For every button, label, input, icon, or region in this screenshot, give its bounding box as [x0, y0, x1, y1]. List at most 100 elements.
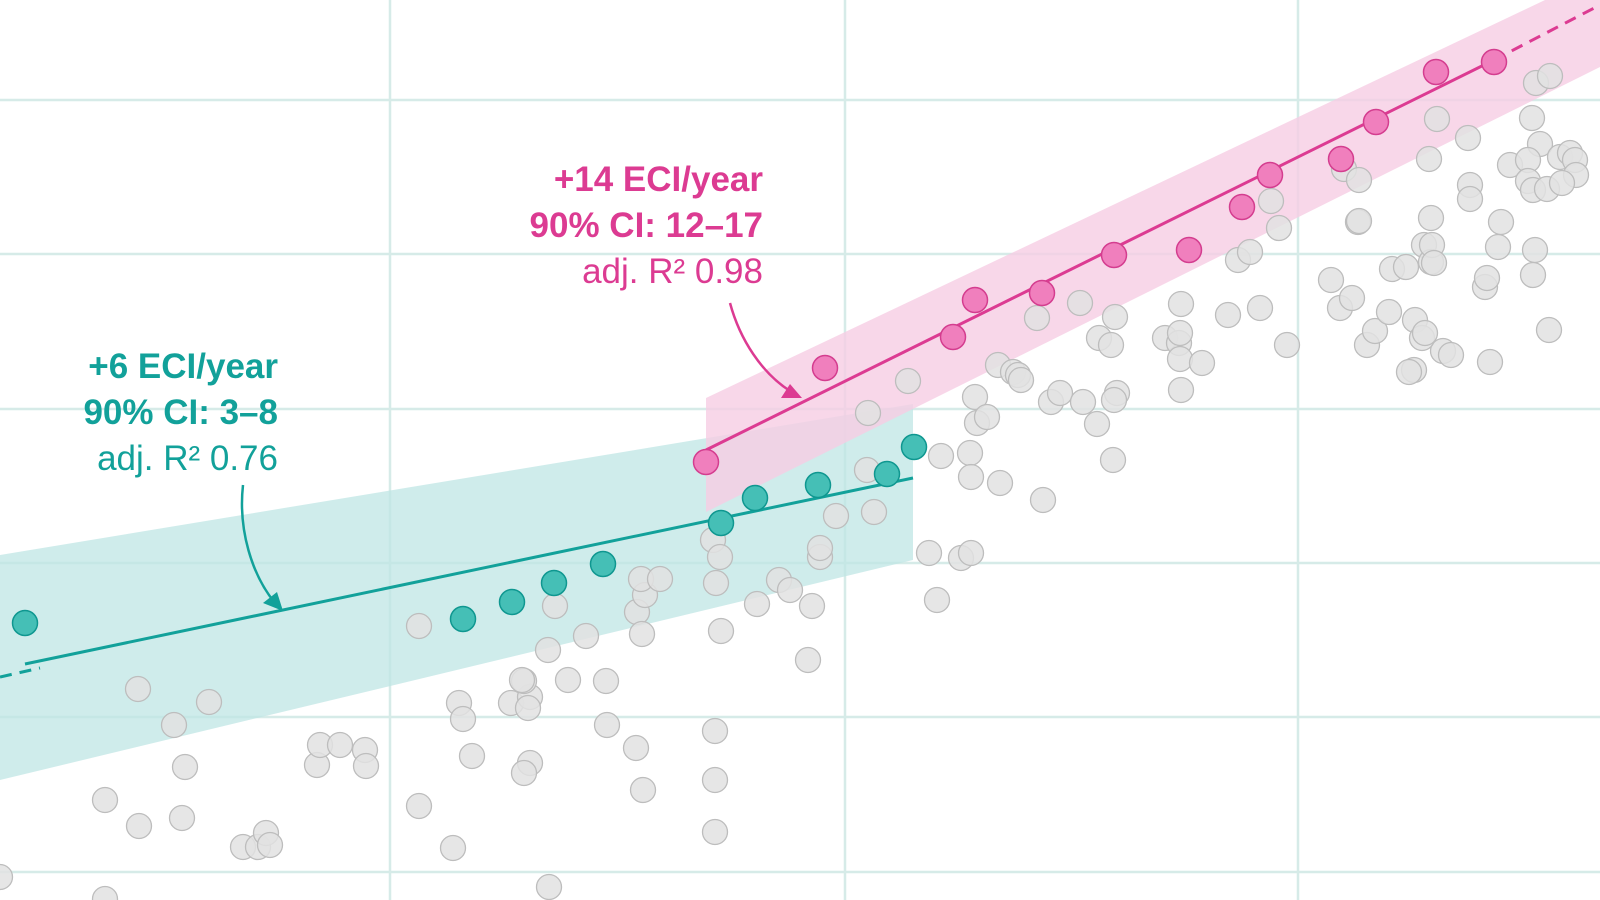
- background-data-point: [894, 367, 922, 395]
- pink-data-point: [811, 354, 839, 382]
- background-data-point: [622, 734, 650, 762]
- background-data-point: [701, 818, 729, 846]
- background-data-point: [1345, 207, 1373, 235]
- background-data-point: [1456, 185, 1484, 213]
- background-data-point: [91, 786, 119, 814]
- background-data-point: [554, 666, 582, 694]
- background-data-point: [256, 831, 284, 859]
- background-data-point: [961, 383, 989, 411]
- background-data-point: [1007, 366, 1035, 394]
- pink-data-point: [1480, 48, 1508, 76]
- background-data-point: [1361, 317, 1389, 345]
- background-data-point: [1420, 249, 1448, 277]
- pink-data-point: [1100, 241, 1128, 269]
- pink-confidence-band: [706, 0, 1600, 512]
- background-data-point: [593, 711, 621, 739]
- background-data-point: [1473, 264, 1501, 292]
- background-data-point: [1519, 261, 1547, 289]
- teal-arrowhead: [263, 592, 283, 611]
- pink-data-point: [1327, 145, 1355, 173]
- background-data-point: [1214, 301, 1242, 329]
- background-data-point: [1029, 486, 1057, 514]
- annotation-arrows: [240, 302, 802, 611]
- teal-data-point: [498, 588, 526, 616]
- background-data-point: [541, 592, 569, 620]
- background-data-point: [1518, 104, 1546, 132]
- background-data-point: [1548, 169, 1576, 197]
- teal-data-point: [449, 605, 477, 633]
- teal-data-point: [873, 460, 901, 488]
- background-data-point: [646, 565, 674, 593]
- background-data-point: [957, 463, 985, 491]
- background-data-point: [352, 752, 380, 780]
- background-data-point: [1476, 348, 1504, 376]
- background-data-point: [1167, 290, 1195, 318]
- background-data-point: [1069, 388, 1097, 416]
- background-data-point: [628, 620, 656, 648]
- background-data-point: [1521, 236, 1549, 264]
- background-data-point: [1046, 379, 1074, 407]
- teal-trend-line-extension: [0, 666, 41, 679]
- background-data-point: [1423, 105, 1451, 133]
- background-data-point: [1166, 319, 1194, 347]
- background-data-point: [798, 592, 826, 620]
- background-data-point: [956, 439, 984, 467]
- teal-r2-label: adj. R² 0.76: [97, 439, 278, 478]
- background-data-point: [1100, 386, 1128, 414]
- background-data-point: [1188, 349, 1216, 377]
- background-data-point: [701, 766, 729, 794]
- background-data-point: [822, 502, 850, 530]
- teal-data-point: [11, 609, 39, 637]
- background-data-point: [124, 675, 152, 703]
- teal-data-point: [540, 569, 568, 597]
- background-data-point: [458, 742, 486, 770]
- background-data-point: [1166, 345, 1194, 373]
- pink-data-point: [961, 286, 989, 314]
- background-data-point: [776, 576, 804, 604]
- background-data-point: [629, 776, 657, 804]
- background-data-point: [1273, 331, 1301, 359]
- background-data-point: [168, 804, 196, 832]
- background-data-point: [1265, 214, 1293, 242]
- background-data-point: [1535, 316, 1563, 344]
- background-data-point: [701, 717, 729, 745]
- background-data-point: [1395, 358, 1423, 386]
- background-data-point: [534, 636, 562, 664]
- background-data-point: [806, 534, 834, 562]
- background-data-point: [706, 543, 734, 571]
- background-data-point: [195, 688, 223, 716]
- background-data-point: [1417, 204, 1445, 232]
- background-data-point: [405, 612, 433, 640]
- teal-data-point: [741, 484, 769, 512]
- background-data-point: [572, 622, 600, 650]
- pink-data-point: [1228, 193, 1256, 221]
- pink-trend-line: [705, 58, 1495, 452]
- pink-data-point: [1422, 58, 1450, 86]
- background-data-point: [1246, 294, 1274, 322]
- background-data-point: [592, 667, 620, 695]
- background-data-point: [1484, 233, 1512, 261]
- background-data-point: [535, 873, 563, 900]
- background-data-point: [1345, 166, 1373, 194]
- teal-data-point: [804, 471, 832, 499]
- background-data-point: [1411, 319, 1439, 347]
- teal-confidence-band: [0, 404, 913, 780]
- background-data-point: [1338, 284, 1366, 312]
- background-points: [0, 62, 1590, 900]
- pink-rate-label: +14 ECI/year: [554, 160, 764, 199]
- background-data-point: [171, 753, 199, 781]
- background-data-point: [927, 442, 955, 470]
- pink-ci-label: 90% CI: 12–17: [530, 206, 763, 245]
- background-data-point: [1317, 266, 1345, 294]
- pink-data-point: [1175, 236, 1203, 264]
- pink-data-point: [939, 323, 967, 351]
- background-data-point: [957, 539, 985, 567]
- background-data-point: [794, 646, 822, 674]
- background-data-point: [1083, 410, 1111, 438]
- background-data-point: [125, 812, 153, 840]
- pink-data-point: [1028, 279, 1056, 307]
- background-data-point: [405, 792, 433, 820]
- pink-annotation-arrow: [728, 302, 791, 393]
- background-data-point: [1392, 253, 1420, 281]
